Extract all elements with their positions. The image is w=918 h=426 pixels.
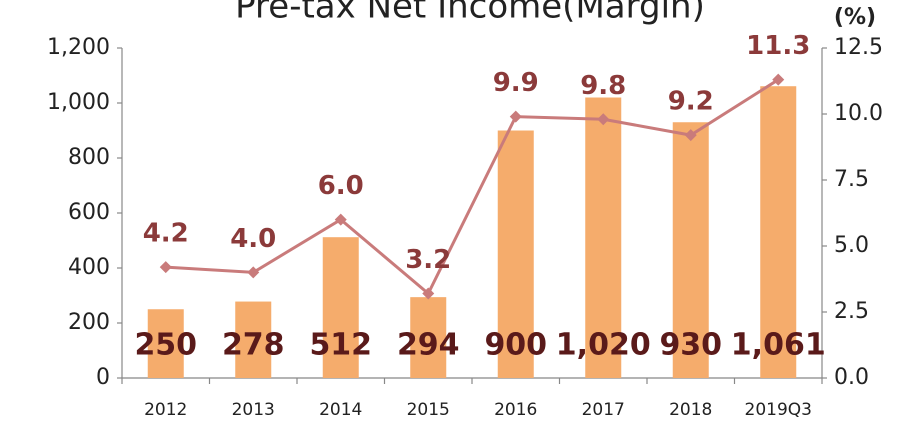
x-tick-label: 2015 <box>407 400 450 420</box>
y2-tick-label: 7.5 <box>834 167 869 192</box>
line-marker <box>509 110 522 123</box>
line <box>165 78 780 296</box>
y2-tick-label: 2.5 <box>834 299 869 324</box>
bar-value-label: 278 <box>222 328 285 363</box>
x-tick-label: 2012 <box>144 400 187 420</box>
line-value-label: 6.0 <box>318 171 364 201</box>
line-marker <box>684 129 697 142</box>
y-tick-label: 800 <box>68 145 110 170</box>
y-tick-label: 600 <box>68 200 110 225</box>
x-tick-label: 2019Q3 <box>745 400 812 420</box>
y2-tick-label: 5.0 <box>834 233 869 258</box>
y-tick-label: 400 <box>68 255 110 280</box>
bar <box>410 297 447 378</box>
line-value-label: 9.9 <box>493 68 539 98</box>
y2-tick-label: 12.5 <box>834 35 883 60</box>
y-tick-label: 1,200 <box>47 35 110 60</box>
bar-value-label: 294 <box>397 328 460 363</box>
line-value-label: 4.2 <box>143 219 189 249</box>
line-marker <box>422 287 435 300</box>
y2-tick-label: 0.0 <box>834 365 869 390</box>
line-marker <box>159 261 172 274</box>
x-tick-label: 2013 <box>232 400 275 420</box>
line-value-label: 9.8 <box>580 71 626 101</box>
bar <box>147 309 184 378</box>
chart-title: Pre-tax Net Income(Margin) <box>235 0 705 27</box>
bar <box>497 130 534 378</box>
line-value-label: 4.0 <box>230 224 276 254</box>
line-marker <box>247 266 260 279</box>
bar <box>235 301 272 378</box>
line-value-label: 9.2 <box>668 87 714 117</box>
bar <box>322 237 359 378</box>
bar-value-label: 930 <box>659 328 722 363</box>
y2-tick-label: 10.0 <box>834 101 883 126</box>
line-value-label: 3.2 <box>405 245 451 275</box>
y-tick-label: 200 <box>68 310 110 335</box>
bar <box>672 122 709 378</box>
x-tick-label: 2017 <box>582 400 625 420</box>
bar-value-label: 250 <box>134 328 197 363</box>
bar-value-label: 512 <box>309 328 372 363</box>
line-marker <box>597 113 610 126</box>
bar-value-label: 1,061 <box>731 328 826 363</box>
y-tick-label: 1,000 <box>47 90 110 115</box>
line-marker <box>334 213 347 226</box>
y-tick-label: 0 <box>96 365 110 390</box>
bar-value-label: 900 <box>484 328 547 363</box>
bar <box>760 86 797 378</box>
x-tick-label: 2018 <box>669 400 712 420</box>
line-value-label: 11.3 <box>746 31 810 61</box>
x-tick-label: 2014 <box>319 400 362 420</box>
bar-value-label: 1,020 <box>556 328 651 363</box>
line-marker <box>772 73 785 86</box>
x-tick-label: 2016 <box>494 400 537 420</box>
y2-axis-label: (%) <box>834 5 876 30</box>
bar <box>585 97 622 378</box>
